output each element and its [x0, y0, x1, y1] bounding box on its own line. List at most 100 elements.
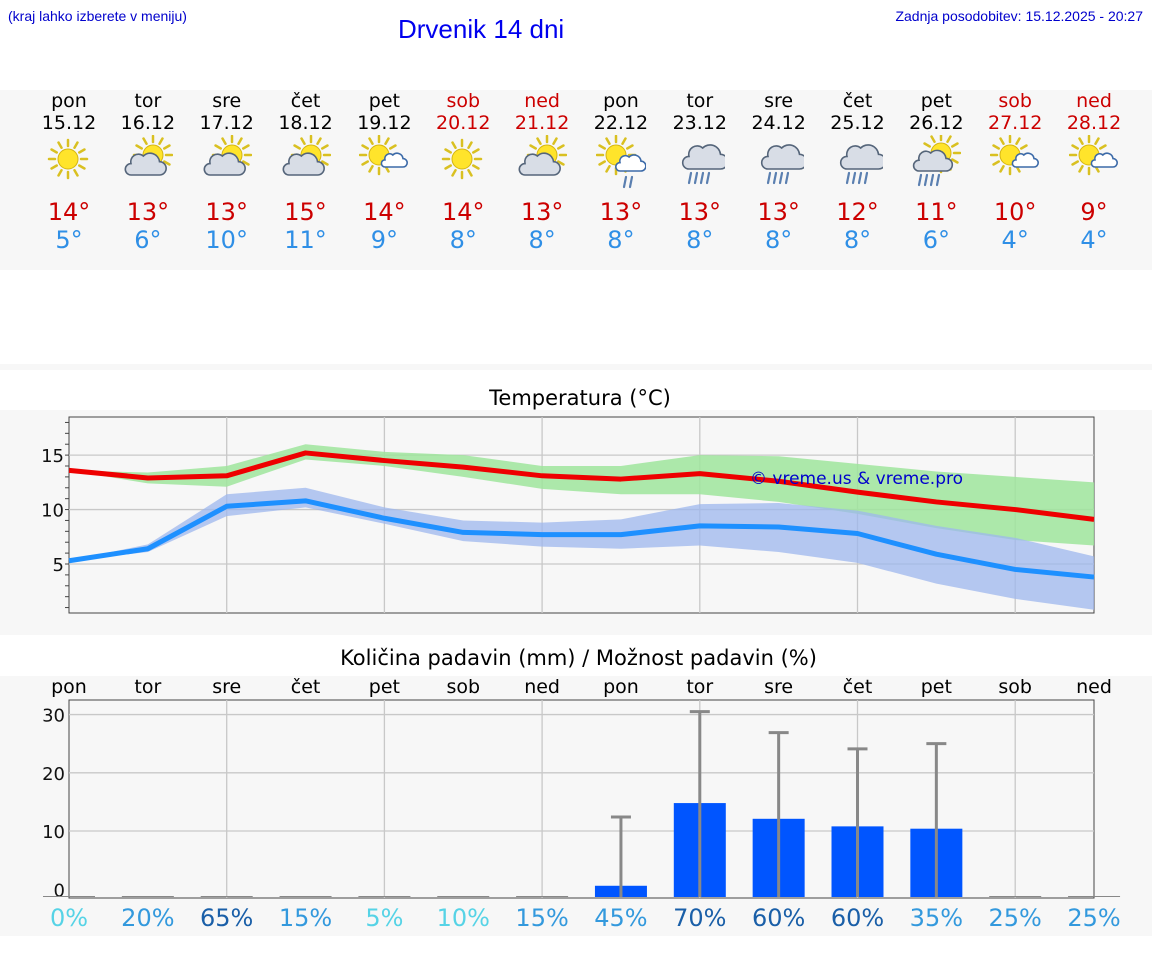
day-name: sob: [446, 90, 481, 112]
max-uncertainty-band: [69, 444, 1095, 546]
temp-low: 8°: [607, 226, 635, 254]
sun-cloud-icon: [282, 135, 331, 176]
precipitation-chance-label: 70%: [673, 904, 727, 932]
sun-cloud-icon: [124, 135, 173, 176]
precipitation-bar: [516, 896, 569, 897]
temp-low: 9°: [370, 226, 399, 254]
day-date: 26.12: [909, 112, 964, 134]
max-temperature-line: [68, 450, 1095, 522]
watermark: © vreme.us & vreme.pro: [750, 469, 963, 489]
day-date: 20.12: [436, 112, 491, 134]
day-name: tor: [134, 90, 162, 112]
precipitation-chance-label: 15%: [515, 904, 569, 932]
sun-small-cloud-icon: [1069, 135, 1119, 176]
precipitation-chart-title: Količina padavin (mm) / Možnost padavin …: [340, 646, 817, 670]
temp-low: 8°: [843, 226, 872, 254]
day-name: ned: [1076, 90, 1112, 112]
x-tick-label: sob: [446, 676, 481, 698]
day-date: 22.12: [593, 112, 649, 134]
x-tick-label: sre: [764, 676, 794, 698]
day-date: 15.12: [41, 112, 97, 134]
temp-high: 13°: [205, 198, 248, 226]
temp-low: 4°: [1001, 226, 1029, 254]
y-tick-label: 0: [54, 880, 65, 901]
x-tick-label: ned: [524, 676, 560, 698]
temp-high: 13°: [126, 198, 170, 226]
divider: [0, 364, 1152, 370]
temp-low: 11°: [284, 226, 327, 254]
precipitation-chance-label: 10%: [436, 904, 490, 932]
precipitation-chance-label: 65%: [200, 904, 254, 932]
cloud-rain-icon: [839, 144, 883, 185]
temp-high: 10°: [993, 198, 1037, 226]
temp-high: 9°: [1080, 198, 1108, 226]
x-tick-label: tor: [686, 676, 714, 698]
precipitation-bar: [1068, 896, 1121, 897]
precipitation-bar: [121, 896, 174, 897]
x-tick-label: ned: [1076, 676, 1112, 698]
x-tick-label: pet: [368, 676, 400, 698]
day-date: 27.12: [987, 112, 1043, 134]
y-tick-label: 15: [41, 446, 64, 467]
page-title: Drvenik 14 dni: [398, 14, 565, 44]
y-tick-label: 30: [42, 706, 65, 727]
temp-low: 8°: [765, 226, 793, 254]
x-tick-label: sre: [212, 676, 242, 698]
temp-high: 13°: [757, 198, 800, 226]
x-tick-label: pet: [920, 676, 952, 698]
day-date: 19.12: [357, 112, 412, 134]
day-name: sre: [212, 90, 242, 112]
sun-cloud-icon: [203, 135, 252, 176]
temperature-chart-title: Temperatura (°C): [489, 386, 671, 410]
day-name: čet: [842, 90, 873, 112]
temp-high: 15°: [284, 198, 327, 226]
temp-low: 6°: [134, 226, 162, 254]
day-name: sob: [998, 90, 1032, 112]
precipitation-chart: 0 10 20 30: [42, 699, 1121, 901]
sun-cloud-rain-icon: [913, 135, 962, 187]
temp-low: 10°: [205, 226, 248, 254]
day-name: čet: [290, 90, 321, 112]
day-name: pet: [368, 90, 400, 112]
temp-low: 8°: [449, 226, 477, 254]
day-date: 21.12: [514, 112, 570, 134]
last-updated: Zadnja posodobitev: 15.12.2025 - 20:27: [895, 8, 1143, 24]
y-tick-label: 5: [53, 555, 64, 576]
cloud-rain-icon: [760, 144, 804, 185]
sun-cloud-icon: [518, 135, 568, 176]
day-name: sre: [764, 90, 794, 112]
precipitation-chance-label: 45%: [594, 904, 648, 932]
sun-icon: [47, 138, 89, 180]
precipitation-chance-label: 15%: [278, 904, 333, 932]
day-name: pon: [51, 90, 87, 112]
precipitation-bar: [200, 896, 253, 897]
precipitation-bar: [279, 896, 332, 897]
temp-low: 4°: [1080, 226, 1108, 254]
sun-icon: [442, 138, 483, 180]
location-menu-hint[interactable]: (kraj lahko izberete v meniju): [8, 8, 187, 24]
precipitation-chance-label: 5%: [365, 904, 404, 932]
precipitation-chance-label: 35%: [909, 904, 964, 932]
day-date: 18.12: [278, 112, 333, 134]
precipitation-bar: [437, 896, 490, 897]
temp-high: 13°: [678, 198, 722, 226]
x-tick-label: sob: [998, 676, 1032, 698]
temp-high: 11°: [915, 198, 958, 226]
day-name: pet: [920, 90, 952, 112]
x-tick-label: pon: [603, 676, 639, 698]
x-tick-label: čet: [290, 676, 321, 698]
precipitation-bar: [358, 896, 411, 897]
sun-small-cloud-icon: [990, 135, 1040, 176]
temp-high: 13°: [520, 198, 564, 226]
precipitation-chance-label: 0%: [49, 904, 89, 932]
min-temperature-line: [68, 498, 1095, 580]
day-date: 23.12: [672, 112, 727, 134]
cloud-rain-icon: [681, 144, 725, 185]
y-tick-label: 20: [42, 764, 65, 785]
precipitation-chance-label: 20%: [121, 904, 175, 932]
precipitation-bar: [43, 896, 95, 897]
temp-low: 5°: [55, 226, 83, 254]
y-tick-label: 10: [42, 822, 65, 843]
day-name: pon: [603, 90, 639, 112]
x-tick-label: tor: [134, 676, 162, 698]
